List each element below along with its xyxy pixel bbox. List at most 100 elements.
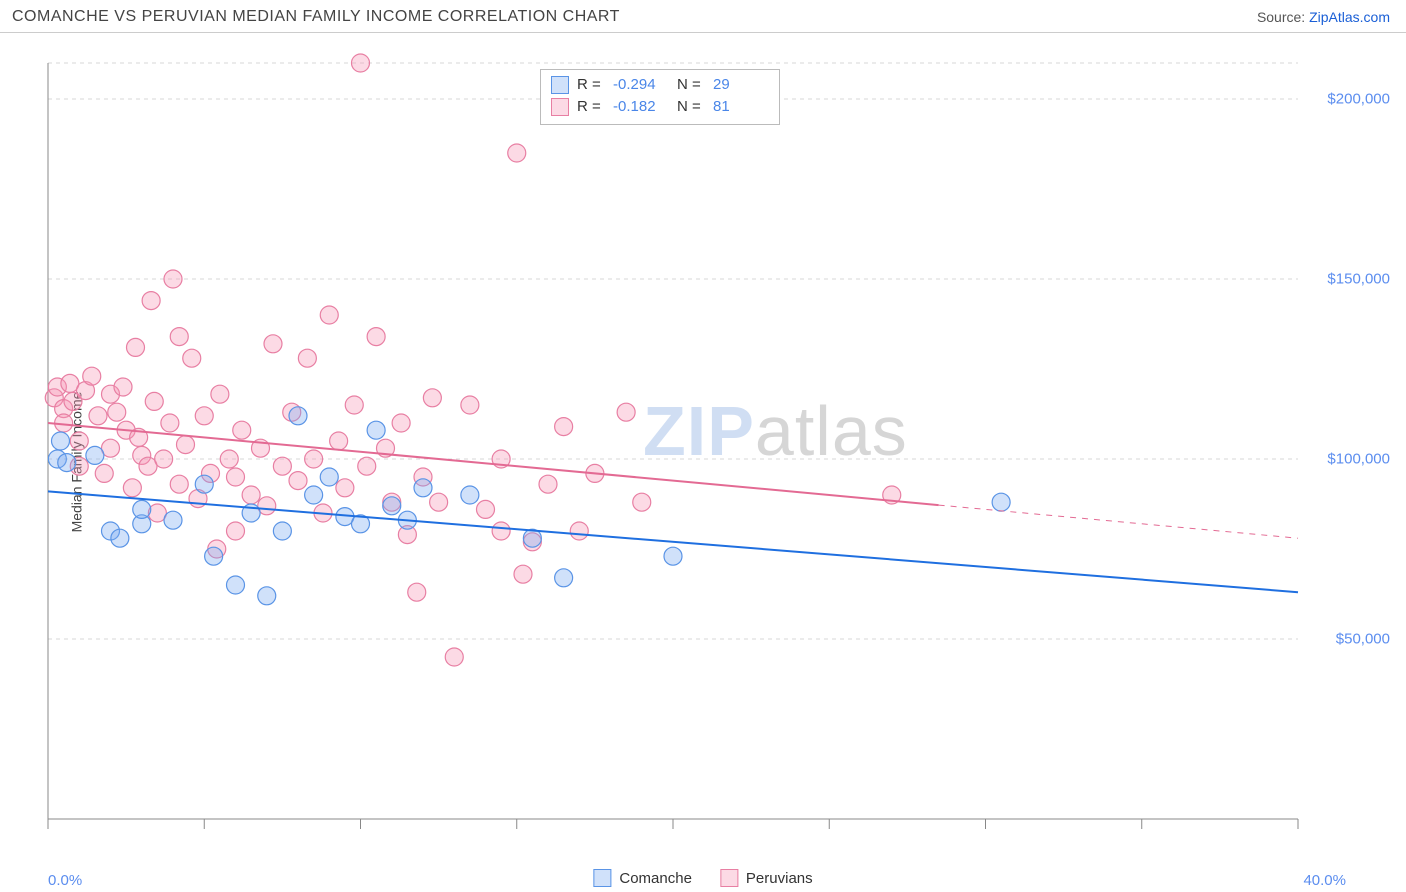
data-point bbox=[617, 403, 635, 421]
data-point bbox=[289, 407, 307, 425]
chart-area: Median Family Income ZIPatlas R =-0.294N… bbox=[0, 33, 1406, 891]
data-point bbox=[211, 385, 229, 403]
series-legend: Comanche Peruvians bbox=[593, 869, 812, 887]
data-point bbox=[555, 569, 573, 587]
source-label: Source: bbox=[1257, 9, 1305, 25]
data-point bbox=[227, 576, 245, 594]
data-point bbox=[183, 349, 201, 367]
correlation-row: R = -0.294 N = 29 bbox=[551, 74, 769, 96]
data-point bbox=[320, 468, 338, 486]
r-value: -0.294 bbox=[613, 74, 669, 96]
data-point bbox=[633, 493, 651, 511]
data-point bbox=[408, 583, 426, 601]
data-point bbox=[220, 450, 238, 468]
data-point bbox=[95, 464, 113, 482]
data-point bbox=[514, 565, 532, 583]
data-point bbox=[383, 497, 401, 515]
data-point bbox=[430, 493, 448, 511]
legend-swatch bbox=[551, 76, 569, 94]
trend-line-extrapolated bbox=[939, 505, 1298, 538]
data-point bbox=[298, 349, 316, 367]
y-tick-label: $100,000 bbox=[1327, 451, 1390, 468]
data-point bbox=[392, 414, 410, 432]
r-label: R = bbox=[577, 96, 605, 118]
legend-swatch bbox=[593, 869, 611, 887]
data-point bbox=[330, 432, 348, 450]
data-point bbox=[445, 648, 463, 666]
y-tick-label: $50,000 bbox=[1336, 631, 1390, 648]
data-point bbox=[233, 421, 251, 439]
data-point bbox=[461, 486, 479, 504]
x-axis-min-label: 0.0% bbox=[48, 872, 82, 889]
n-value: 81 bbox=[713, 96, 769, 118]
data-point bbox=[145, 392, 163, 410]
data-point bbox=[570, 522, 588, 540]
chart-header: COMANCHE VS PERUVIAN MEDIAN FAMILY INCOM… bbox=[0, 0, 1406, 33]
data-point bbox=[142, 292, 160, 310]
data-point bbox=[170, 475, 188, 493]
r-value: -0.182 bbox=[613, 96, 669, 118]
data-point bbox=[992, 493, 1010, 511]
r-label: R = bbox=[577, 74, 605, 96]
chart-title: COMANCHE VS PERUVIAN MEDIAN FAMILY INCOM… bbox=[12, 8, 620, 26]
data-point bbox=[164, 270, 182, 288]
data-point bbox=[58, 454, 76, 472]
data-point bbox=[358, 457, 376, 475]
y-tick-label: $150,000 bbox=[1327, 271, 1390, 288]
n-label: N = bbox=[677, 74, 705, 96]
source-link[interactable]: ZipAtlas.com bbox=[1309, 9, 1390, 25]
data-point bbox=[86, 446, 104, 464]
data-point bbox=[477, 500, 495, 518]
data-point bbox=[305, 486, 323, 504]
data-point bbox=[227, 522, 245, 540]
legend-item: Peruvians bbox=[720, 869, 813, 887]
n-label: N = bbox=[677, 96, 705, 118]
legend-swatch bbox=[720, 869, 738, 887]
data-point bbox=[320, 306, 338, 324]
data-point bbox=[227, 468, 245, 486]
data-point bbox=[177, 436, 195, 454]
scatter-chart-svg bbox=[0, 33, 1406, 891]
data-point bbox=[367, 328, 385, 346]
data-point bbox=[70, 432, 88, 450]
legend-label: Peruvians bbox=[746, 870, 813, 887]
data-point bbox=[123, 479, 141, 497]
data-point bbox=[155, 450, 173, 468]
source-attribution: Source: ZipAtlas.com bbox=[1257, 9, 1390, 25]
data-point bbox=[89, 407, 107, 425]
data-point bbox=[242, 486, 260, 504]
data-point bbox=[539, 475, 557, 493]
data-point bbox=[664, 547, 682, 565]
data-point bbox=[127, 338, 145, 356]
data-point bbox=[492, 522, 510, 540]
data-point bbox=[195, 475, 213, 493]
correlation-legend: R = -0.294 N = 29 R = -0.182 N = 81 bbox=[540, 69, 780, 125]
data-point bbox=[161, 414, 179, 432]
legend-item: Comanche bbox=[593, 869, 692, 887]
data-point bbox=[83, 367, 101, 385]
data-point bbox=[52, 432, 70, 450]
data-point bbox=[336, 479, 354, 497]
data-point bbox=[108, 403, 126, 421]
data-point bbox=[195, 407, 213, 425]
data-point bbox=[289, 472, 307, 490]
data-point bbox=[258, 587, 276, 605]
data-point bbox=[273, 522, 291, 540]
correlation-row: R = -0.182 N = 81 bbox=[551, 96, 769, 118]
data-point bbox=[273, 457, 291, 475]
data-point bbox=[423, 389, 441, 407]
data-point bbox=[205, 547, 223, 565]
data-point bbox=[164, 511, 182, 529]
x-axis-max-label: 40.0% bbox=[1303, 872, 1346, 889]
data-point bbox=[345, 396, 363, 414]
data-point bbox=[114, 378, 132, 396]
data-point bbox=[305, 450, 323, 468]
n-value: 29 bbox=[713, 74, 769, 96]
data-point bbox=[352, 54, 370, 72]
data-point bbox=[111, 529, 129, 547]
data-point bbox=[133, 500, 151, 518]
data-point bbox=[508, 144, 526, 162]
data-point bbox=[367, 421, 385, 439]
legend-label: Comanche bbox=[619, 870, 692, 887]
data-point bbox=[170, 328, 188, 346]
